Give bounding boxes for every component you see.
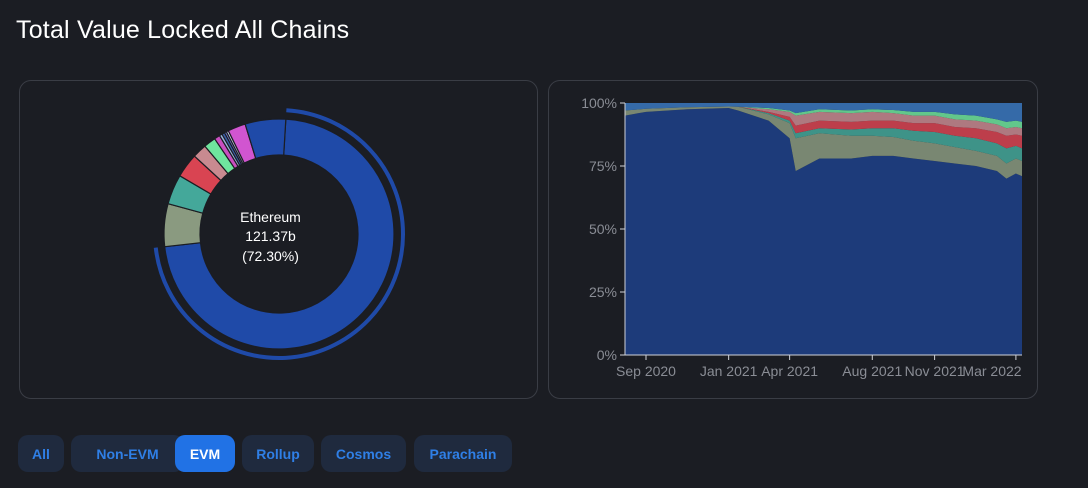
donut-slice-ethereum[interactable] <box>164 118 395 350</box>
x-tick-label: Nov 2021 <box>905 363 965 379</box>
y-tick-label: 0% <box>597 347 617 363</box>
chain-share-donut-panel: Ethereum 121.37b (72.30%) <box>19 80 538 399</box>
area-series-3[interactable] <box>625 106 1022 149</box>
area-series-4[interactable] <box>625 106 1022 136</box>
area-series-5[interactable] <box>625 106 1022 129</box>
active-slice-highlight-arc <box>153 108 405 360</box>
x-tick-label: Mar 2022 <box>962 363 1021 379</box>
area-series-group <box>625 103 1022 355</box>
chain-dominance-area-chart: 0% 25% 50% 75% 100% Sep 2020 Jan 2021 Apr 2021 A… <box>581 95 1022 379</box>
x-tick-label: Jan 2021 <box>700 363 758 379</box>
dominance-area-panel: 0% 25% 50% 75% 100% Sep 2020 Jan 2021 Apr 2021 A… <box>548 80 1038 399</box>
filter-parachain-button[interactable]: Parachain <box>414 435 512 472</box>
y-tick-label: 50% <box>589 221 617 237</box>
y-tick-label: 75% <box>589 158 617 174</box>
area-series-1[interactable] <box>625 106 1022 179</box>
filter-rollup-button[interactable]: Rollup <box>242 435 314 472</box>
page-title: Total Value Locked All Chains <box>16 16 350 44</box>
filter-non-evm-button[interactable]: Non-EVM <box>71 435 184 472</box>
filter-all-button[interactable]: All <box>18 435 64 472</box>
area-series-2[interactable] <box>625 106 1022 164</box>
filter-evm-button[interactable]: EVM <box>175 435 235 472</box>
x-tick-label: Sep 2020 <box>616 363 676 379</box>
area-series-0[interactable] <box>625 108 1022 355</box>
x-tick-label: Aug 2021 <box>842 363 902 379</box>
filter-cosmos-button[interactable]: Cosmos <box>321 435 406 472</box>
donut-slice-12[interactable] <box>244 118 287 160</box>
y-tick-label: 25% <box>589 284 617 300</box>
y-tick-label: 100% <box>581 95 617 111</box>
x-tick-label: Apr 2021 <box>761 363 818 379</box>
area-series-6[interactable] <box>625 103 1022 122</box>
chain-share-donut-chart <box>153 108 405 360</box>
